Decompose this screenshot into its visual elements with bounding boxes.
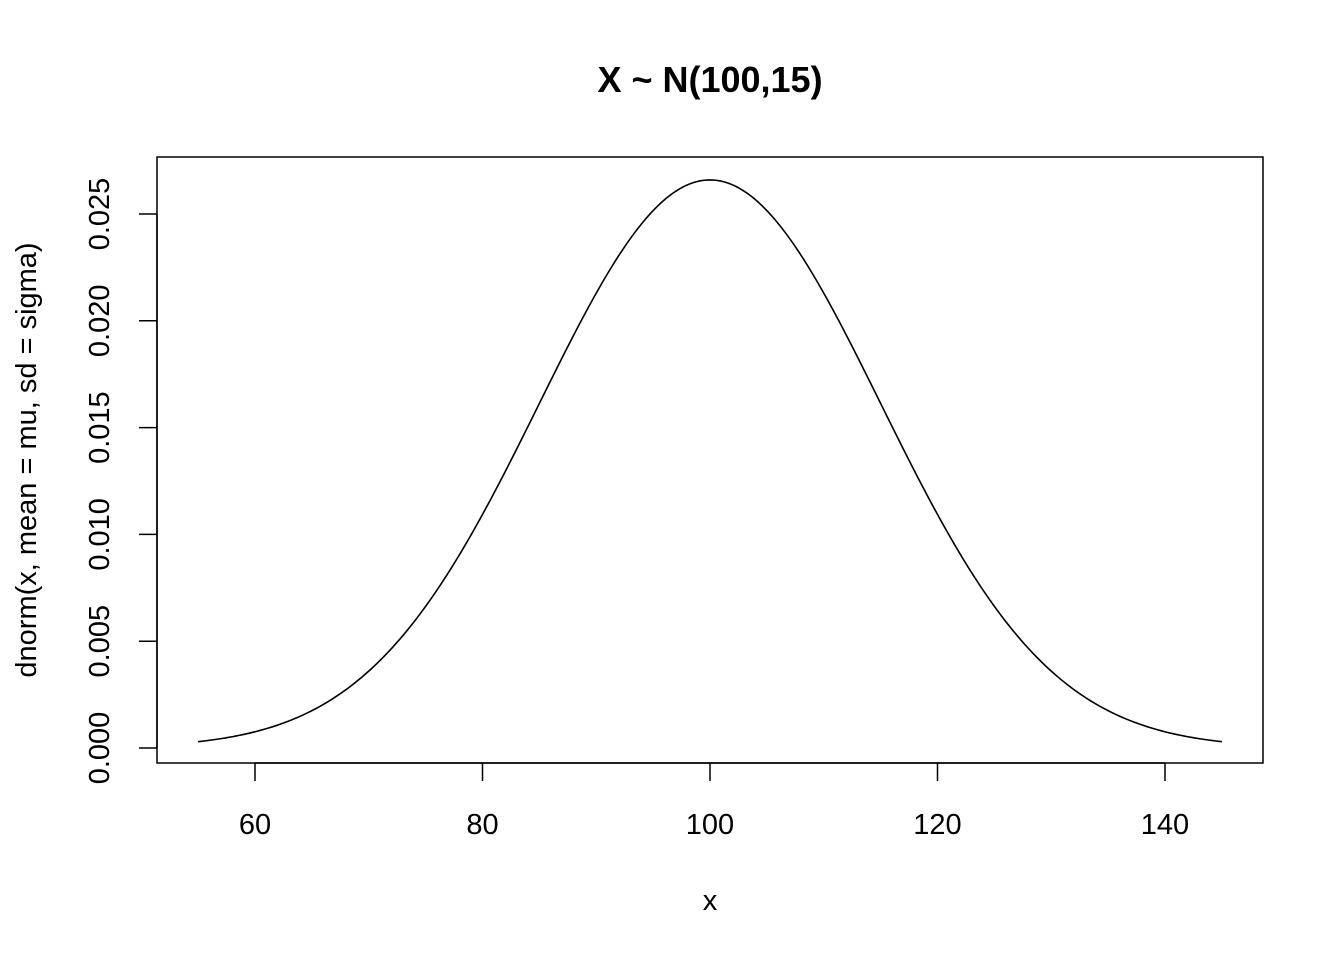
x-tick-label: 120 [913,809,961,841]
y-tick-label: 0.025 [84,178,116,251]
x-axis: 60 80 100 120 140 [239,762,1189,841]
x-tick-label: 140 [1141,809,1189,841]
x-tick-label: 100 [686,809,734,841]
x-tick-label: 80 [466,809,498,841]
y-axis: 0.000 0.005 0.010 0.015 0.020 0.025 [84,178,158,785]
y-tick-label: 0.000 [84,712,116,785]
x-tick-label: 60 [239,809,271,841]
y-tick-label: 0.010 [84,498,116,571]
plot-frame [156,156,1264,764]
y-tick-label: 0.015 [84,391,116,464]
y-tick-label: 0.005 [84,605,116,678]
y-axis-label: dnorm(x, mean = mu, sd = sigma) [11,242,43,677]
chart-title: X ~ N(100,15) [597,59,822,100]
x-axis-label: x [703,885,718,917]
y-tick-label: 0.020 [84,285,116,358]
density-curve [198,179,1222,743]
